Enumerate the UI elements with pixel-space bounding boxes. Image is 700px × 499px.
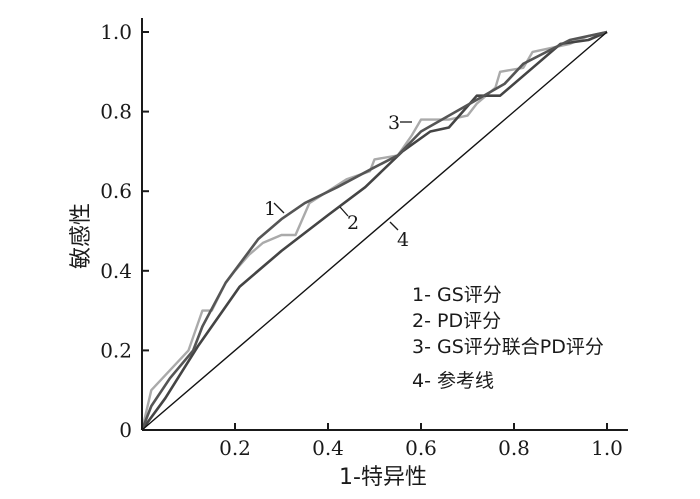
x-tick-label: 0.2 bbox=[219, 436, 251, 460]
legend-item-3: 3- GS评分联合PD评分 bbox=[412, 336, 604, 358]
y-tick-label: 0.2 bbox=[100, 338, 132, 362]
curve-tag-3: 3 bbox=[388, 112, 400, 134]
roc-curves bbox=[140, 30, 608, 431]
legend-item-4: 4- 参考线 bbox=[412, 370, 494, 392]
x-ticks: 0.2 0.4 0.6 0.8 1.0 bbox=[219, 423, 623, 460]
x-tick-label: 0.6 bbox=[405, 436, 437, 460]
curve-tag-2-leader bbox=[339, 206, 349, 217]
y-tick-label: 0.6 bbox=[100, 179, 132, 203]
x-axis-title: 1-特异性 bbox=[339, 465, 427, 490]
curve-tag-1: 1 bbox=[264, 198, 276, 220]
legend-item-2: 2- PD评分 bbox=[412, 310, 501, 332]
axes bbox=[141, 18, 628, 431]
curve-tag-4-leader bbox=[389, 221, 399, 231]
curve-tag-4: 4 bbox=[397, 229, 409, 251]
curve-tags: 1 2 3 4 bbox=[264, 112, 412, 251]
roc-curve-4 bbox=[141, 31, 608, 431]
roc-curve-1 bbox=[140, 30, 608, 431]
legend-item-1: 1- GS评分 bbox=[412, 284, 502, 306]
y-tick-label: 1.0 bbox=[100, 20, 132, 44]
y-tick-label: 0.4 bbox=[100, 259, 132, 283]
x-tick-label: 1.0 bbox=[591, 436, 623, 460]
x-tick-label: 0.8 bbox=[498, 436, 530, 460]
x-tick-label: 0.4 bbox=[312, 436, 344, 460]
y-axis-title: 敏感性 bbox=[69, 203, 94, 269]
y-ticks: 0 0.2 0.4 0.6 0.8 1.0 bbox=[100, 20, 149, 442]
roc-curve-2 bbox=[140, 30, 608, 431]
y-tick-label: 0 bbox=[119, 418, 132, 442]
curve-tag-1-leader bbox=[273, 202, 285, 214]
y-tick-label: 0.8 bbox=[100, 100, 132, 124]
curve-tag-2: 2 bbox=[347, 212, 359, 234]
legend: 1- GS评分 2- PD评分 3- GS评分联合PD评分 4- 参考线 bbox=[412, 284, 604, 392]
